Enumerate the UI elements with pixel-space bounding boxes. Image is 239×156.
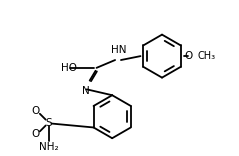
Text: S: S [45,118,52,128]
Text: O: O [32,106,40,116]
Text: NH₂: NH₂ [39,142,59,152]
Text: N: N [82,86,90,96]
Text: CH₃: CH₃ [197,51,215,61]
Text: O: O [185,51,193,61]
Text: HO: HO [61,63,77,73]
Text: O: O [32,129,40,139]
Text: HN: HN [111,45,127,55]
